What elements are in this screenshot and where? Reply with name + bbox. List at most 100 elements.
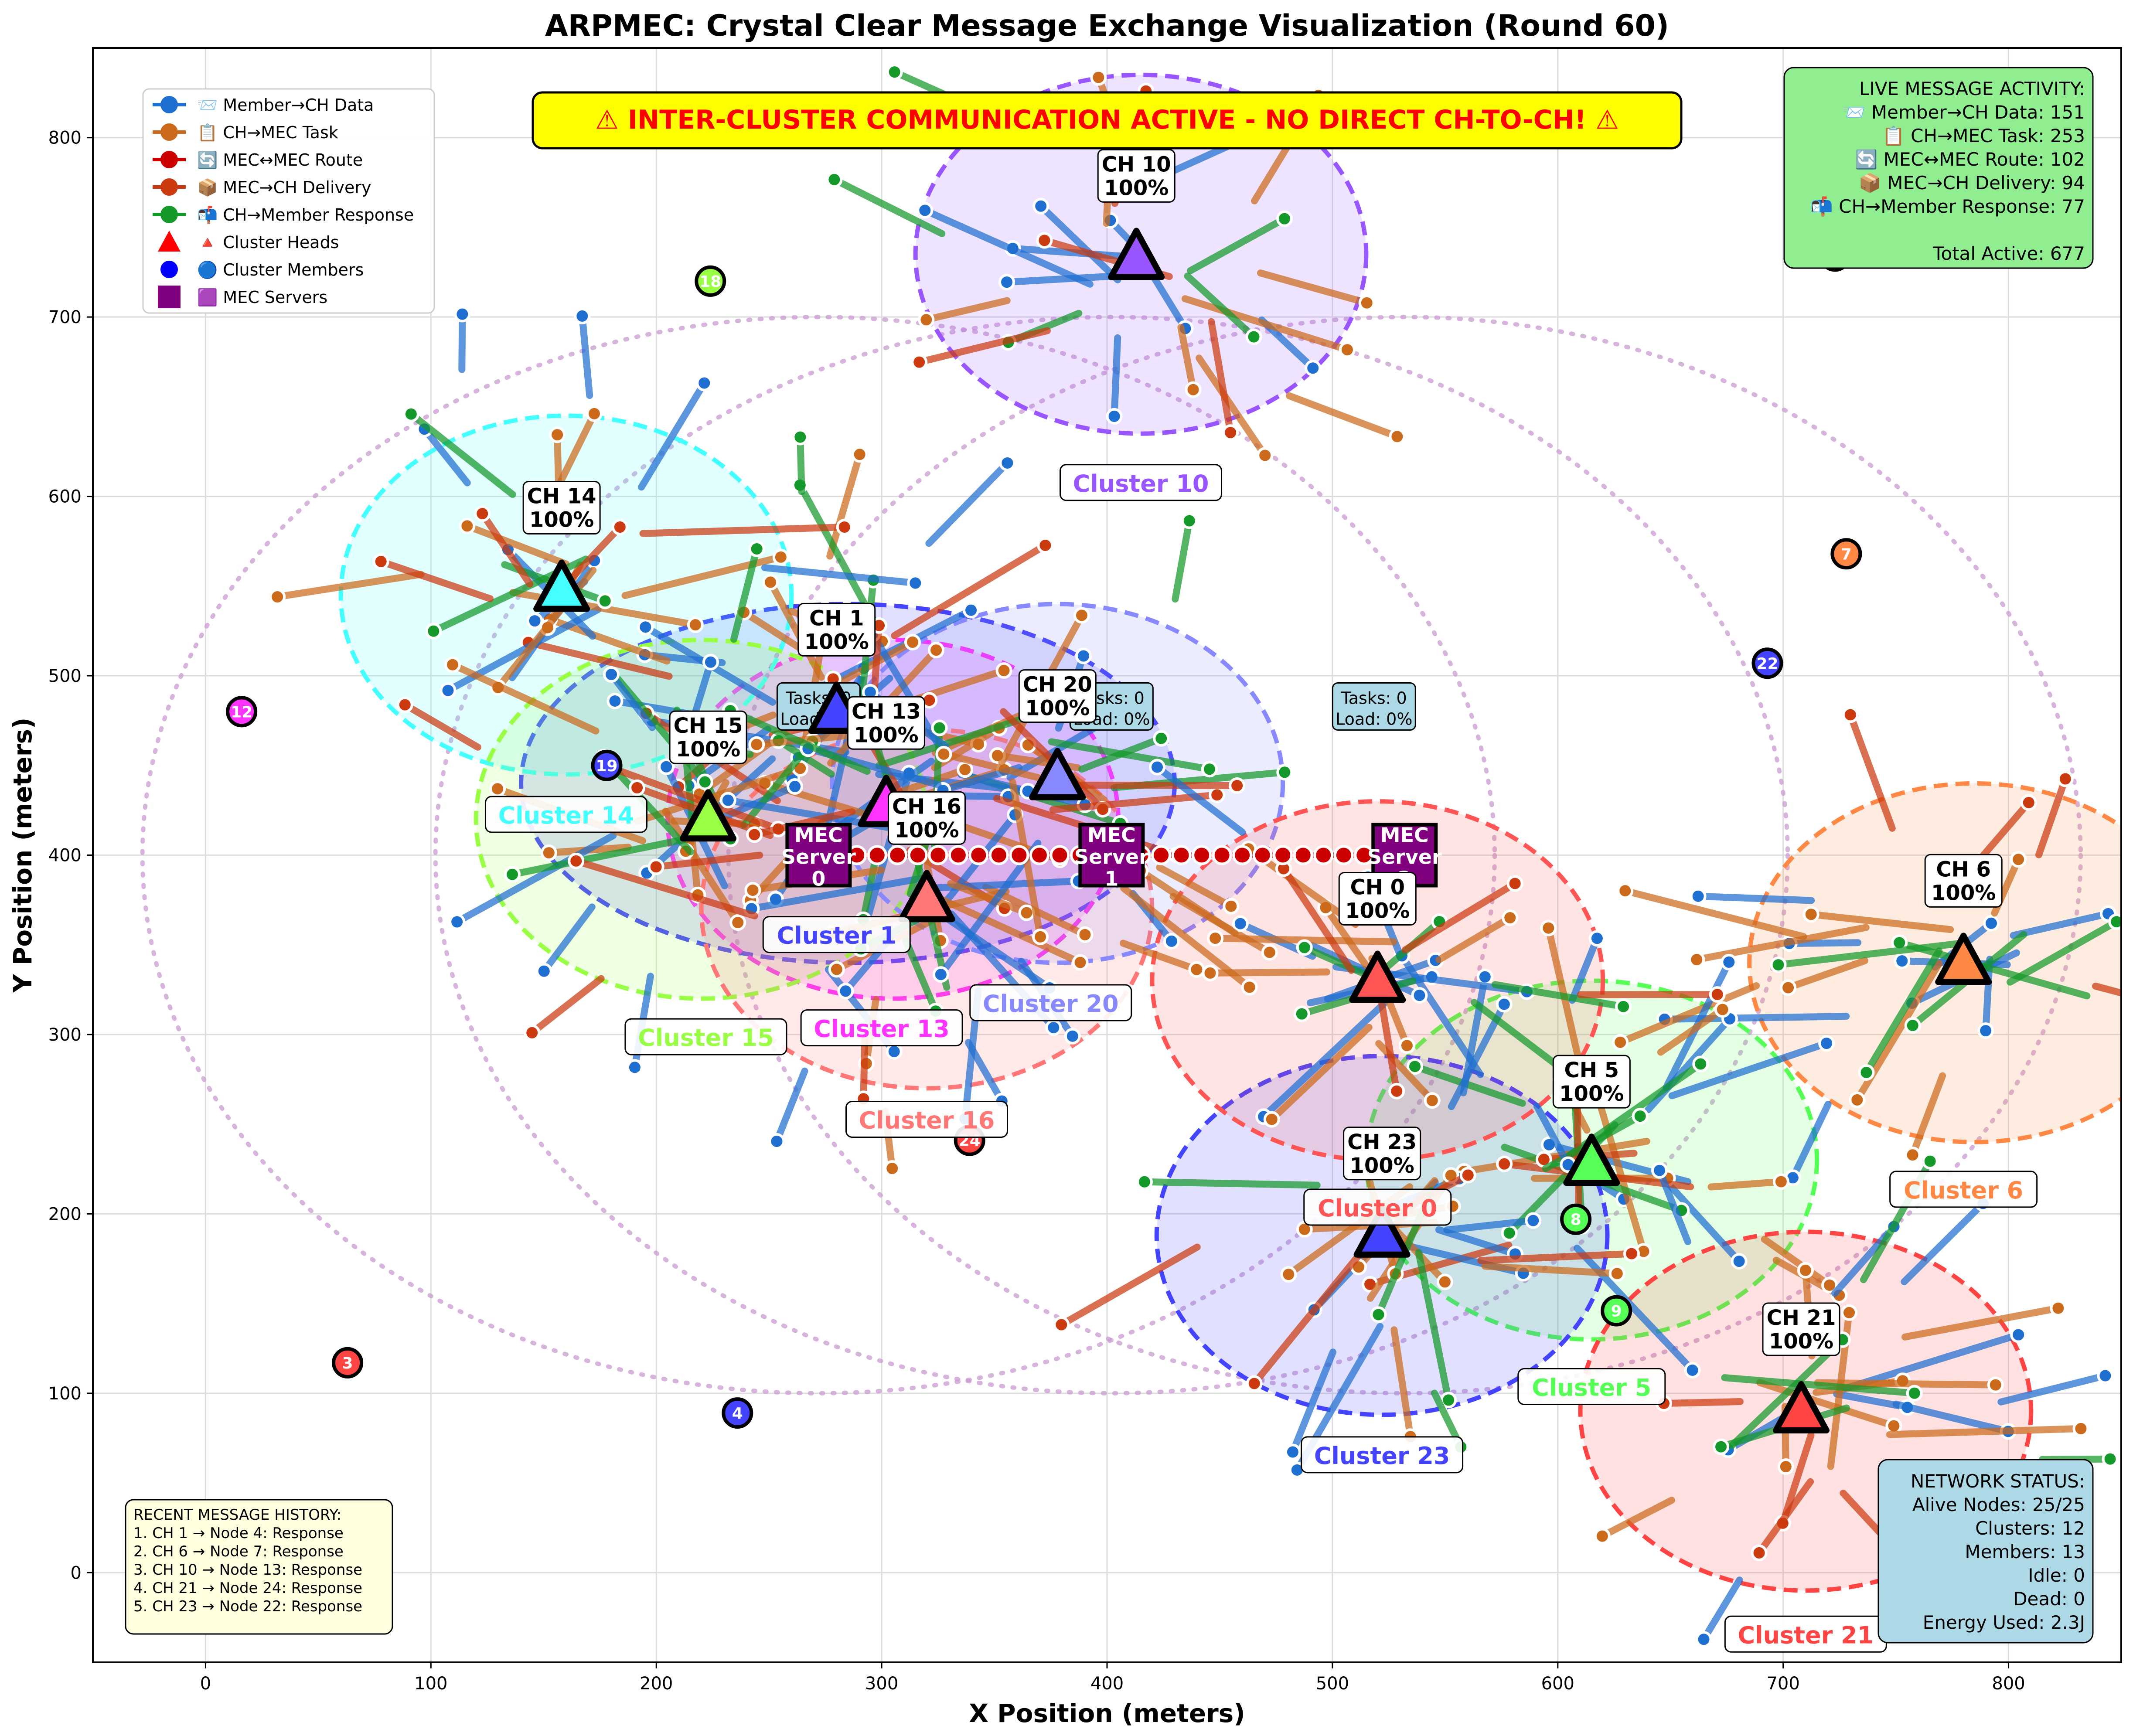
message-dot <box>787 778 804 795</box>
message-dot <box>719 792 736 809</box>
message-line <box>775 737 835 778</box>
message-line <box>401 701 481 751</box>
cluster-name-label: Cluster 21 <box>1738 1621 1874 1649</box>
message-dot <box>828 961 845 978</box>
message-line <box>453 832 617 926</box>
message-line <box>947 880 1030 916</box>
cluster-head-marker <box>898 870 955 922</box>
cluster-head-label: 100% <box>854 723 918 747</box>
message-dot <box>1802 906 1820 923</box>
message-dot <box>1688 951 1705 968</box>
message-dot <box>2108 913 2121 930</box>
message-dot <box>1615 998 1632 1015</box>
message-dot <box>1841 1304 1858 1321</box>
mec-route-marker <box>1273 845 1293 865</box>
mec-server-label: Server <box>781 845 856 869</box>
network-status-line: Dead: 0 <box>2013 1588 2085 1610</box>
message-dot <box>1032 197 1049 214</box>
cluster-head-label: 100% <box>1931 881 1996 905</box>
message-line <box>1181 295 1351 354</box>
mec-route-marker <box>968 845 989 865</box>
message-dot <box>1201 761 1218 778</box>
legend-label: 📬 CH→Member Response <box>197 205 414 225</box>
message-dot <box>1987 1376 2004 1393</box>
message-dot <box>1684 1362 1701 1379</box>
message-line <box>1460 973 1489 1096</box>
message-line <box>463 522 570 568</box>
cluster-name-label: Cluster 23 <box>1314 1442 1450 1470</box>
y-tick-label: 200 <box>48 1204 82 1224</box>
message-line <box>1775 939 1967 969</box>
message-dot <box>1906 1385 1923 1402</box>
message-dot <box>1623 1245 1640 1262</box>
message-line <box>1847 711 1896 832</box>
chart-title: ARPMEC: Crystal Clear Message Exchange V… <box>545 9 1669 43</box>
message-line <box>748 875 927 912</box>
message-line <box>1280 865 1355 974</box>
message-dot <box>1090 69 1107 86</box>
mec-route-marker <box>1252 845 1273 865</box>
message-line <box>937 839 1042 978</box>
message-dot <box>1245 328 1262 345</box>
message-dot <box>1983 915 2000 932</box>
network-status-line: NETWORK STATUS: <box>1911 1470 2085 1492</box>
message-dot <box>744 882 761 899</box>
message-dot <box>1370 1306 1387 1323</box>
message-dot <box>535 963 552 980</box>
message-line <box>1896 939 2091 1000</box>
message-dot <box>611 518 628 535</box>
message-dot <box>1045 1019 1062 1036</box>
mec-route-marker <box>1192 845 1212 865</box>
cluster-head-label-box <box>847 696 925 750</box>
message-dot <box>1407 1058 1424 1075</box>
message-line <box>923 297 1011 323</box>
message-dot <box>935 745 952 762</box>
cluster-name-box <box>845 1100 1008 1138</box>
message-line <box>730 545 760 643</box>
message-dot <box>1617 882 1634 899</box>
cluster-member-marker <box>332 1347 364 1379</box>
cluster-head-label: CH 21 <box>1767 1306 1836 1330</box>
live-activity-line: 📨 Member→CH Data: 151 <box>1843 102 2085 123</box>
message-dot <box>1695 1631 1712 1648</box>
message-dot <box>904 634 921 651</box>
live-activity-line: Total Active: 677 <box>1932 243 2085 264</box>
cluster-name-label: Cluster 15 <box>638 1024 774 1052</box>
mec-route-marker <box>928 845 948 865</box>
message-line <box>1814 1379 1999 1389</box>
message-dot <box>1818 1035 1835 1052</box>
cluster-head-label-box <box>1338 872 1417 926</box>
message-line <box>1622 887 1807 940</box>
message-line <box>1048 738 1213 773</box>
mec-route-marker <box>1049 845 1070 865</box>
message-line <box>1598 1497 1675 1540</box>
message-line <box>1789 1101 1832 1181</box>
mec-route-marker <box>867 845 887 865</box>
legend-label: 🔄 MEC↔MEC Route <box>197 150 363 170</box>
cluster-head-label: 100% <box>1104 176 1169 200</box>
message-dot <box>372 553 389 570</box>
message-dot <box>768 1133 785 1150</box>
mec-route-marker <box>1232 845 1253 865</box>
message-dot <box>1257 447 1274 464</box>
cluster-member-id: 8 <box>1571 1211 1581 1229</box>
message-dot <box>1894 953 1911 970</box>
message-dot <box>449 913 466 930</box>
cluster-head-label: 100% <box>1559 1082 1624 1106</box>
message-dot <box>1202 964 1219 981</box>
message-line <box>1411 1063 1526 1107</box>
message-dot <box>762 574 779 591</box>
mec-route-marker <box>1171 845 1192 865</box>
message-dot <box>1858 1064 1875 1081</box>
network-status-line: Energy Used: 2.3J <box>1923 1612 2085 1633</box>
message-dot <box>928 642 945 659</box>
message-dot <box>1692 1055 1709 1072</box>
cluster-head-label: 100% <box>1349 1154 1414 1178</box>
cluster-head-marker <box>1935 933 1992 985</box>
cluster-head-label: CH 6 <box>1936 857 1991 882</box>
cluster-head-label: 100% <box>804 630 869 654</box>
message-line <box>1037 202 1121 283</box>
message-line <box>1184 272 1257 340</box>
message-dot <box>748 540 765 557</box>
